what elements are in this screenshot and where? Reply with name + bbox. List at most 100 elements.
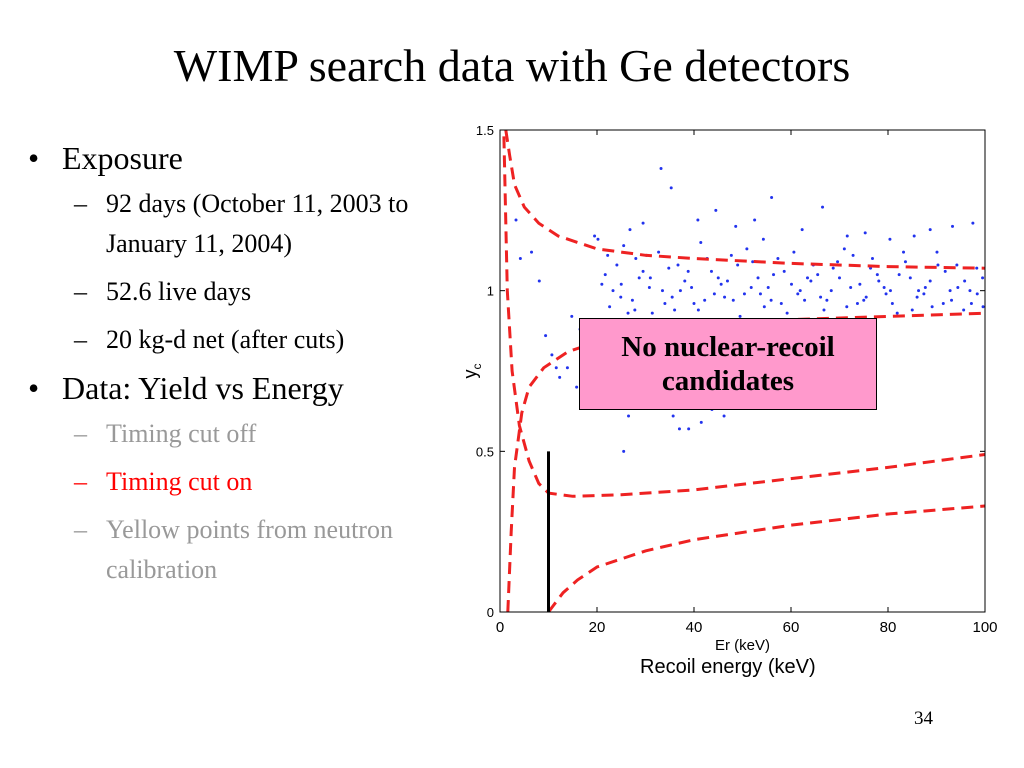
data-point bbox=[981, 305, 985, 309]
data-point bbox=[825, 298, 829, 302]
data-point bbox=[671, 414, 675, 418]
data-point bbox=[941, 302, 945, 306]
recoil-energy-caption: Recoil energy (keV) bbox=[640, 656, 816, 678]
bullet-text: 92 days (October 11, 2003 to January 11,… bbox=[106, 189, 409, 258]
data-point bbox=[554, 366, 558, 370]
data-point bbox=[897, 273, 901, 277]
data-point bbox=[922, 292, 926, 296]
data-point bbox=[699, 240, 703, 244]
bullet-marker: – bbox=[74, 467, 87, 496]
x-tick-label: 80 bbox=[880, 619, 897, 636]
slide-title: WIMP search data with Ge detectors bbox=[173, 40, 851, 91]
data-point bbox=[686, 269, 690, 273]
bullet-marker: • bbox=[28, 140, 40, 176]
no-candidates-callout: No nuclear-recoil candidates bbox=[579, 318, 877, 410]
data-point bbox=[714, 208, 718, 212]
data-point bbox=[703, 298, 707, 302]
data-point bbox=[745, 247, 749, 251]
slide-number: 34 bbox=[914, 708, 933, 729]
data-point bbox=[709, 269, 713, 273]
data-point bbox=[950, 298, 954, 302]
sub-bullet-item: –52.6 live days bbox=[22, 272, 442, 312]
bullet-text: 20 kg-d net (after cuts) bbox=[106, 325, 345, 354]
data-point bbox=[683, 279, 687, 283]
data-point bbox=[678, 289, 682, 293]
band-curve bbox=[504, 130, 985, 270]
data-point bbox=[606, 253, 610, 257]
data-point bbox=[845, 305, 849, 309]
x-tick-label: 40 bbox=[686, 619, 703, 636]
data-point bbox=[772, 273, 776, 277]
data-point bbox=[902, 250, 906, 254]
data-point bbox=[908, 276, 912, 280]
sub-bullet-item: – Yellow points from neutron calibration bbox=[22, 510, 442, 590]
data-point bbox=[855, 302, 859, 306]
data-point bbox=[962, 308, 966, 312]
data-point bbox=[816, 273, 820, 277]
data-point bbox=[971, 221, 975, 225]
data-point bbox=[915, 295, 919, 299]
data-point bbox=[634, 257, 638, 261]
data-point bbox=[641, 221, 645, 225]
data-point bbox=[809, 279, 813, 283]
bullet-marker: – bbox=[74, 325, 87, 354]
data-point bbox=[641, 269, 645, 273]
data-point bbox=[722, 414, 726, 418]
data-point bbox=[716, 276, 720, 280]
data-point bbox=[968, 289, 972, 293]
data-point bbox=[785, 311, 789, 315]
data-point bbox=[951, 224, 955, 228]
data-point bbox=[831, 266, 835, 270]
sub-bullet-item: – Timing cut on bbox=[22, 462, 442, 502]
data-point bbox=[822, 308, 826, 312]
data-point bbox=[819, 295, 823, 299]
data-point bbox=[975, 266, 979, 270]
data-point bbox=[550, 353, 554, 357]
data-point bbox=[530, 250, 534, 254]
data-point bbox=[677, 427, 681, 431]
data-point bbox=[969, 302, 973, 306]
data-point bbox=[975, 292, 979, 296]
band-curve bbox=[547, 504, 985, 612]
data-point bbox=[776, 257, 780, 261]
data-point bbox=[792, 250, 796, 254]
data-point bbox=[948, 289, 952, 293]
bullet-text: Timing cut off bbox=[106, 419, 257, 448]
data-point bbox=[660, 289, 664, 293]
data-point bbox=[838, 276, 841, 280]
data-point bbox=[821, 205, 825, 209]
data-point bbox=[758, 292, 762, 296]
data-point bbox=[565, 366, 569, 370]
data-point bbox=[712, 292, 716, 296]
data-point bbox=[633, 308, 637, 312]
data-point bbox=[923, 285, 927, 289]
data-point bbox=[692, 302, 696, 306]
data-point bbox=[829, 289, 833, 293]
data-point bbox=[895, 311, 899, 315]
data-point bbox=[870, 257, 874, 261]
x-tick-label: 20 bbox=[589, 619, 606, 636]
data-point bbox=[761, 237, 765, 241]
data-point bbox=[877, 279, 881, 283]
bullet-marker: – bbox=[74, 277, 87, 306]
data-point bbox=[888, 237, 892, 241]
data-point bbox=[719, 282, 723, 286]
data-point bbox=[544, 334, 548, 338]
data-point bbox=[537, 279, 541, 283]
data-point bbox=[558, 375, 562, 379]
bullet-item: • Data: Yield vs Energy bbox=[22, 368, 442, 408]
data-point bbox=[676, 263, 680, 267]
data-point bbox=[928, 279, 932, 283]
data-point bbox=[696, 218, 700, 222]
data-point bbox=[670, 295, 674, 299]
data-point bbox=[800, 228, 804, 232]
data-point bbox=[736, 263, 740, 267]
data-point bbox=[863, 231, 867, 235]
data-point bbox=[729, 253, 733, 257]
bullet-marker: – bbox=[74, 189, 87, 218]
data-point bbox=[955, 263, 959, 267]
data-point bbox=[734, 224, 738, 228]
data-point bbox=[570, 314, 574, 318]
plot-frame bbox=[499, 129, 986, 613]
data-point bbox=[956, 285, 960, 289]
